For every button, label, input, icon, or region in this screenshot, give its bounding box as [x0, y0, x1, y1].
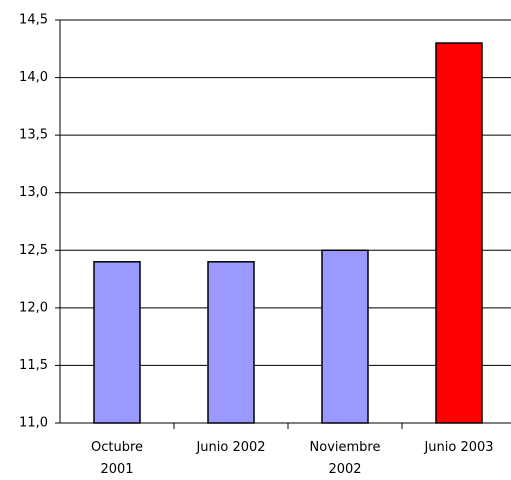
x-tick-label: Noviembre 2002: [310, 440, 381, 477]
y-tick-label: 11,5: [19, 358, 48, 373]
x-tick-label: Junio 2003: [423, 440, 493, 455]
y-tick-label: 14,0: [19, 70, 48, 85]
x-tick-label: Octubre 2001: [91, 440, 143, 477]
bar: [435, 42, 483, 424]
y-tick-label: 12,0: [19, 300, 48, 315]
x-tick-label: Junio 2002: [195, 440, 265, 455]
bar: [93, 261, 141, 424]
y-tick-label: 11,0: [19, 416, 48, 431]
y-tick-label: 13,0: [19, 185, 48, 200]
bar: [321, 249, 369, 424]
y-tick-label: 13,5: [19, 128, 48, 143]
y-tick-label: 12,5: [19, 243, 48, 258]
y-tick-label: 14,5: [19, 13, 48, 28]
bar: [207, 261, 255, 424]
